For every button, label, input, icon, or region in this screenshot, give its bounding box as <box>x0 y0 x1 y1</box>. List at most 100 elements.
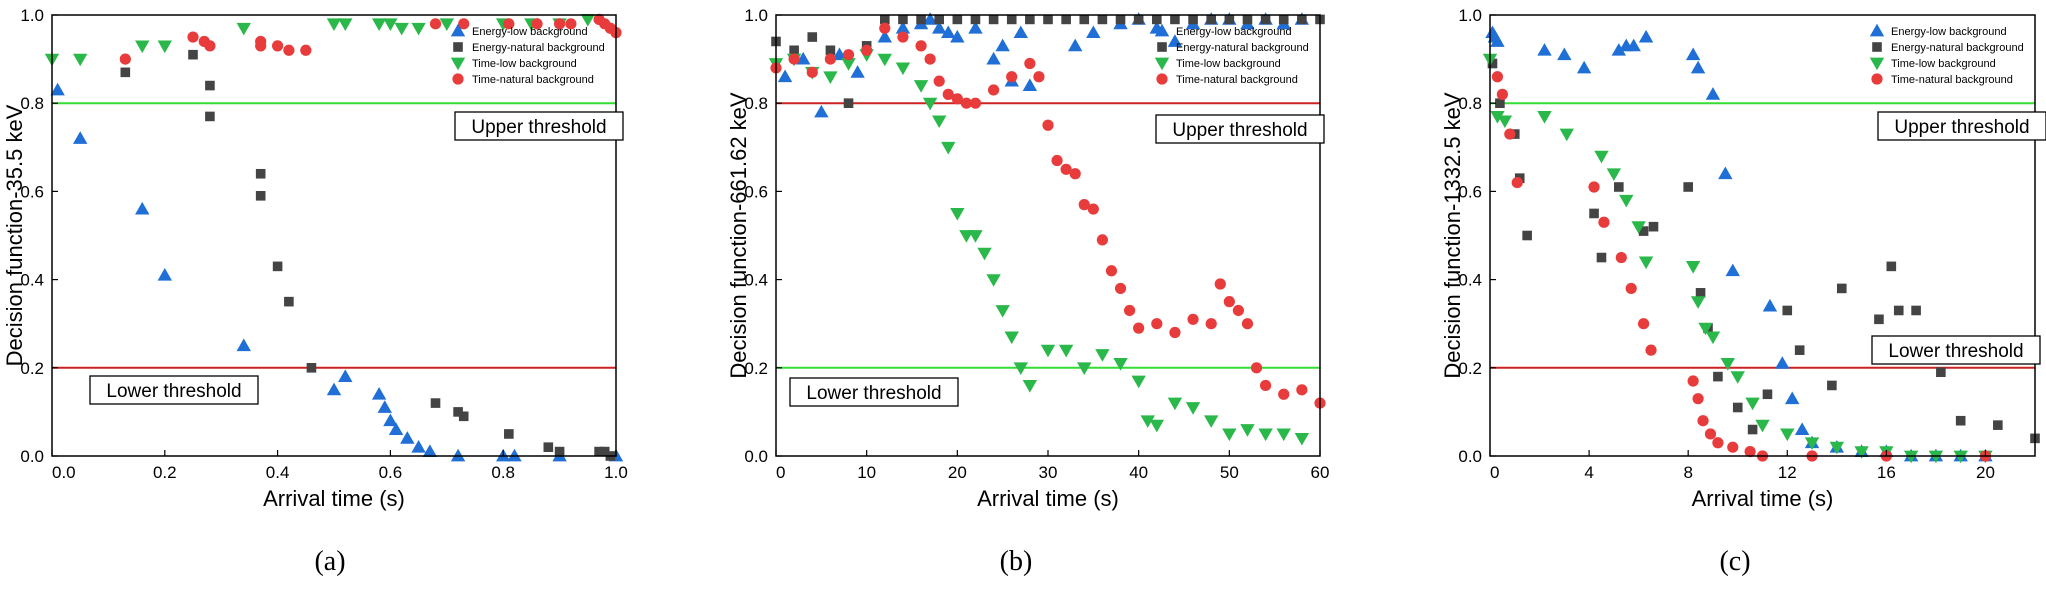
data-point <box>157 40 172 54</box>
data-point <box>430 398 441 408</box>
data-point <box>1690 296 1706 309</box>
y-axis-label: Decision function-35.5 keV <box>2 104 27 366</box>
data-point <box>1598 216 1610 228</box>
y-tick-label: 0.0 <box>744 447 768 466</box>
lower-threshold-box <box>789 377 959 407</box>
series-time-natural-background <box>1491 71 1992 462</box>
data-point <box>1854 446 1869 459</box>
series-energy-natural-background <box>771 14 1325 108</box>
x-tick-label: 0.0 <box>52 463 76 482</box>
legend-label: Time-natural background <box>1891 74 2013 86</box>
data-point <box>913 80 929 93</box>
data-point <box>326 18 342 32</box>
data-point <box>988 14 999 25</box>
data-point <box>861 44 873 56</box>
data-point <box>777 69 793 83</box>
data-point <box>1559 128 1574 142</box>
data-point <box>1115 14 1126 25</box>
lower-threshold-label: Lower threshold <box>806 383 941 404</box>
data-point <box>1079 14 1090 25</box>
plot-frame <box>51 14 617 457</box>
y-axis-label: Decision function-1332.5 keV <box>1440 92 1465 378</box>
data-point <box>439 18 454 32</box>
data-point <box>1732 402 1743 413</box>
data-point <box>1762 389 1773 400</box>
data-point <box>1594 150 1609 164</box>
data-point <box>950 208 965 221</box>
data-point <box>1061 14 1071 25</box>
series-energy-low-background <box>1485 25 1993 462</box>
data-point <box>1042 119 1054 131</box>
y-tick-label: 0.8 <box>1458 94 1482 113</box>
data-point <box>1022 380 1038 393</box>
data-point <box>842 49 855 61</box>
data-point <box>879 22 891 34</box>
data-point <box>1683 182 1693 192</box>
data-point <box>255 191 266 201</box>
data-point <box>411 22 426 36</box>
series-energy-natural-background <box>120 49 616 461</box>
data-point <box>1638 256 1654 270</box>
data-point <box>1537 43 1552 56</box>
data-point <box>543 442 554 452</box>
data-point <box>1576 60 1592 74</box>
data-point <box>941 25 956 39</box>
x-tick-label: 30 <box>1039 463 1058 482</box>
chart-panel-2: 0 10 20 30 40 50 60 0.0 0.2 0.4 0.6 0.8 1.0 Arrival t… <box>726 6 1329 511</box>
x-tick-label: 50 <box>1220 463 1239 482</box>
legend: Energy-low background Energy-natural back… <box>1869 23 2024 86</box>
legend-marker <box>453 42 463 52</box>
data-point <box>1685 47 1701 61</box>
lower-threshold-label: Lower threshold <box>106 381 241 402</box>
data-point <box>1727 441 1739 453</box>
data-point <box>1077 362 1092 375</box>
data-point <box>1024 57 1036 70</box>
data-point <box>1496 88 1508 100</box>
data-point <box>895 21 911 34</box>
data-point <box>1903 450 1919 464</box>
data-point <box>1152 14 1162 25</box>
data-point <box>922 97 938 111</box>
data-point <box>187 31 199 43</box>
data-point <box>458 411 469 422</box>
data-point <box>1511 176 1523 189</box>
data-point <box>1745 397 1760 411</box>
data-point <box>1648 221 1659 232</box>
legend-marker <box>1869 57 1885 71</box>
data-point <box>255 40 267 52</box>
data-point <box>986 274 1001 287</box>
legend-label: Time-natural background <box>472 74 594 86</box>
data-point <box>823 71 838 84</box>
data-point <box>1224 14 1235 25</box>
legend-marker <box>450 57 466 71</box>
data-point <box>1782 305 1793 316</box>
data-point <box>1297 14 1307 25</box>
x-tick-label: 60 <box>1311 463 1330 482</box>
data-point <box>1762 298 1778 312</box>
data-point <box>960 97 973 109</box>
series-time-natural-background <box>770 22 1326 409</box>
data-point <box>411 439 426 453</box>
data-point <box>1133 322 1145 334</box>
data-point <box>450 448 466 462</box>
data-point <box>1167 397 1183 411</box>
data-point <box>1557 47 1572 61</box>
data-point <box>1131 375 1146 389</box>
series-time-low-background <box>1482 53 1993 464</box>
legend-marker <box>1154 57 1170 71</box>
data-point <box>995 38 1010 52</box>
data-point <box>959 230 974 243</box>
data-point <box>895 62 911 76</box>
data-point <box>1725 263 1740 277</box>
data-point <box>1151 318 1163 330</box>
data-point <box>255 168 266 179</box>
data-point <box>50 82 65 96</box>
y-tick-label: 1.0 <box>1458 6 1482 25</box>
data-point <box>850 65 865 78</box>
data-point <box>843 98 854 108</box>
data-point <box>272 261 283 272</box>
data-point <box>1637 318 1650 330</box>
data-point <box>1013 25 1028 39</box>
data-point <box>1296 384 1308 396</box>
data-point <box>932 115 947 129</box>
